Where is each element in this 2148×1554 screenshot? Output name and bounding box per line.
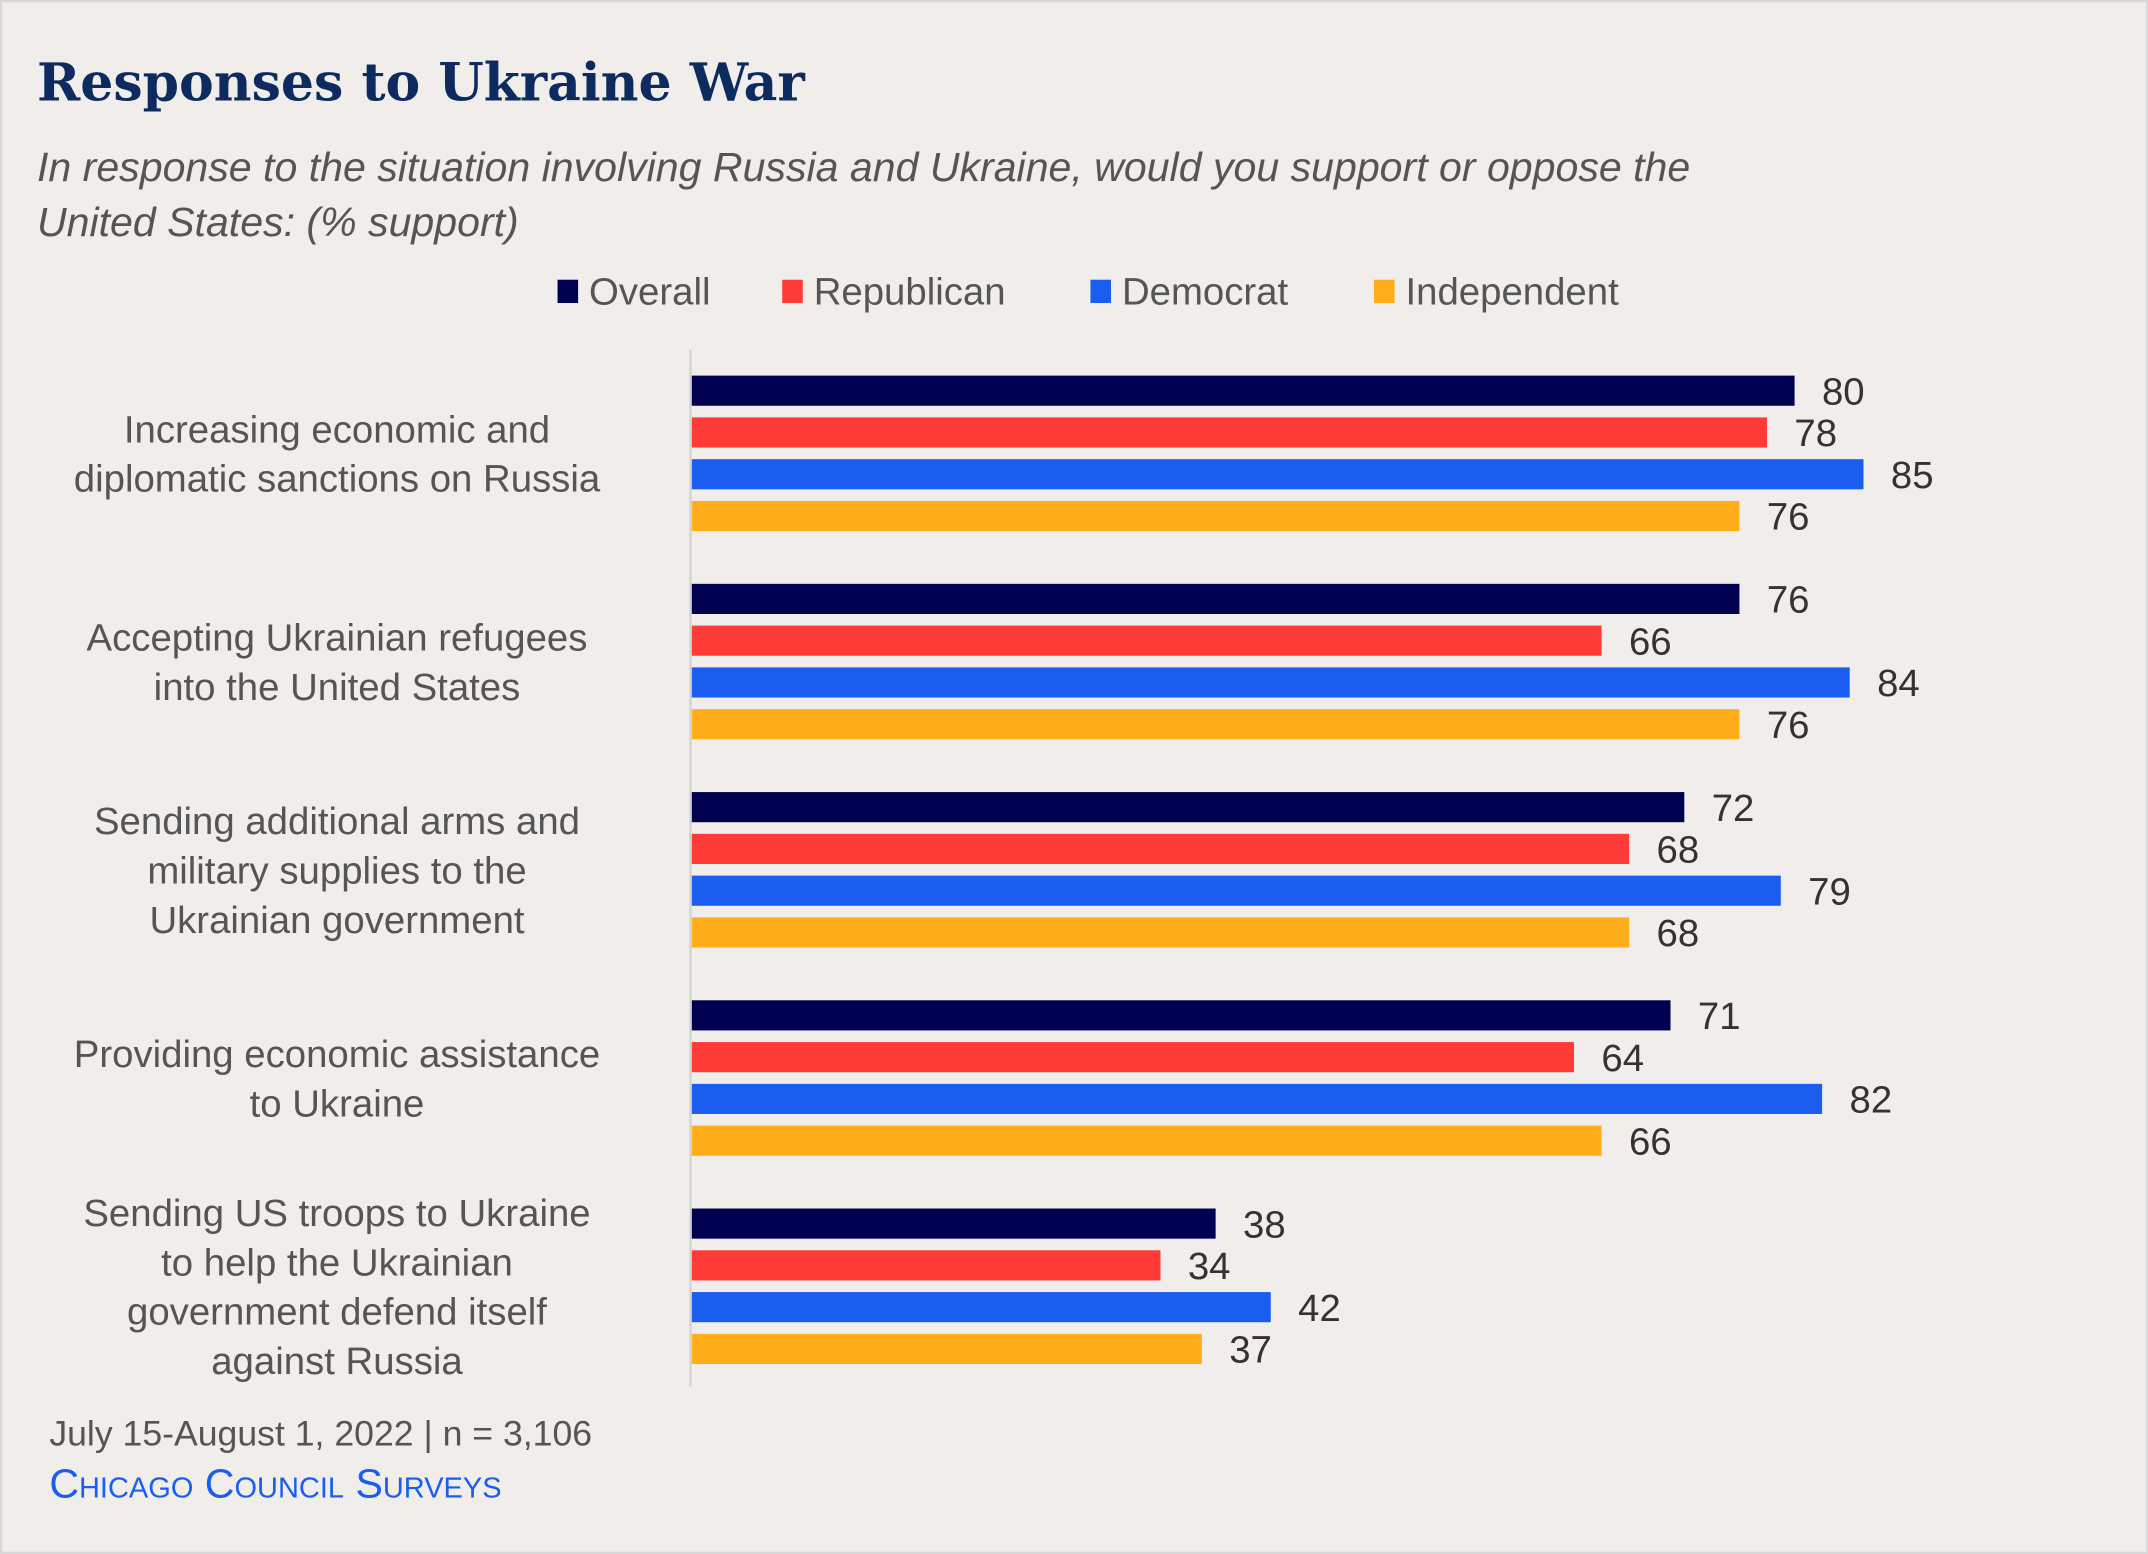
- data-label-democrat-2: 79: [1808, 870, 1851, 913]
- bar-overall-2: [691, 792, 1685, 823]
- bar-independent-3: [691, 1125, 1602, 1156]
- bar-independent-1: [691, 709, 1740, 740]
- category-label-0-line-1: diplomatic sanctions on Russia: [74, 458, 601, 501]
- bar-republican-2: [691, 833, 1630, 864]
- category-label-3-line-1: to Ukraine: [250, 1082, 425, 1125]
- data-label-democrat-1: 84: [1877, 662, 1920, 705]
- bar-independent-0: [691, 500, 1740, 532]
- data-label-independent-2: 68: [1657, 912, 1700, 955]
- data-label-overall-4: 38: [1243, 1203, 1286, 1246]
- bar-republican-4: [691, 1250, 1161, 1281]
- data-label-independent-0: 76: [1767, 496, 1810, 539]
- legend-swatch-democrat: [1090, 279, 1111, 304]
- category-label-1-line-0: Accepting Ukrainian refugees: [87, 617, 588, 660]
- category-label-2-line-0: Sending additional arms and: [94, 800, 580, 843]
- data-label-republican-1: 66: [1629, 620, 1672, 663]
- data-label-democrat-0: 85: [1891, 454, 1934, 497]
- bar-independent-4: [691, 1333, 1202, 1365]
- legend-swatch-independent: [1374, 279, 1395, 304]
- chart-subtitle-line-2: United States: (% support): [37, 199, 519, 245]
- bar-independent-2: [691, 917, 1630, 948]
- category-label-4-line-3: against Russia: [211, 1340, 463, 1383]
- data-label-democrat-3: 82: [1850, 1079, 1893, 1122]
- legend-swatch-republican: [782, 279, 803, 304]
- legend: Overall Republican Democrat Independent: [557, 270, 1620, 313]
- data-label-overall-0: 80: [1822, 370, 1865, 413]
- bar-overall-0: [691, 375, 1795, 406]
- bar-republican-3: [691, 1042, 1575, 1073]
- data-label-independent-4: 37: [1229, 1329, 1272, 1372]
- legend-label-overall: Overall: [589, 270, 710, 313]
- bar-overall-1: [691, 583, 1740, 614]
- data-label-republican-3: 64: [1601, 1037, 1644, 1080]
- data-label-overall-2: 72: [1712, 787, 1755, 830]
- category-labels: Increasing economic and diplomatic sancti…: [74, 408, 601, 1383]
- bar-democrat-2: [691, 875, 1781, 906]
- data-label-overall-1: 76: [1767, 579, 1810, 622]
- legend-swatch-overall: [557, 279, 579, 304]
- bar-democrat-3: [691, 1083, 1823, 1114]
- legend-label-independent: Independent: [1406, 270, 1620, 313]
- data-label-independent-3: 66: [1629, 1120, 1672, 1163]
- data-label-overall-3: 71: [1698, 995, 1741, 1038]
- bar-democrat-1: [691, 667, 1850, 698]
- bar-democrat-0: [691, 459, 1864, 490]
- category-label-3-line-0: Providing economic assistance: [74, 1033, 600, 1076]
- bar-republican-1: [691, 625, 1602, 656]
- category-label-1-line-1: into the United States: [154, 666, 521, 709]
- bar-republican-0: [691, 417, 1767, 448]
- chart-subtitle-line-1: In response to the situation involving R…: [37, 144, 1690, 190]
- data-label-democrat-4: 42: [1298, 1287, 1341, 1330]
- bar-overall-3: [691, 1000, 1671, 1031]
- data-label-independent-1: 76: [1767, 704, 1810, 747]
- bar-overall-4: [691, 1208, 1216, 1239]
- legend-label-republican: Republican: [814, 270, 1006, 313]
- footer-source: July 15-August 1, 2022 | n = 3,106: [49, 1414, 592, 1454]
- category-label-4-line-0: Sending US troops to Ukraine: [83, 1192, 590, 1235]
- category-label-0-line-0: Increasing economic and: [124, 408, 550, 451]
- legend-label-democrat: Democrat: [1122, 270, 1289, 313]
- data-label-republican-0: 78: [1794, 412, 1837, 455]
- data-label-republican-4: 34: [1188, 1245, 1231, 1288]
- chart-title: Responses to Ukraine War: [37, 52, 805, 113]
- category-label-2-line-1: military supplies to the: [147, 850, 526, 893]
- bar-democrat-4: [691, 1292, 1271, 1323]
- footer-brand: Chicago Council Surveys: [49, 1461, 501, 1507]
- category-label-4-line-1: to help the Ukrainian: [161, 1241, 513, 1284]
- category-label-4-line-2: government defend itself: [127, 1291, 547, 1334]
- data-label-republican-2: 68: [1657, 829, 1700, 872]
- category-label-2-line-2: Ukrainian government: [149, 899, 524, 942]
